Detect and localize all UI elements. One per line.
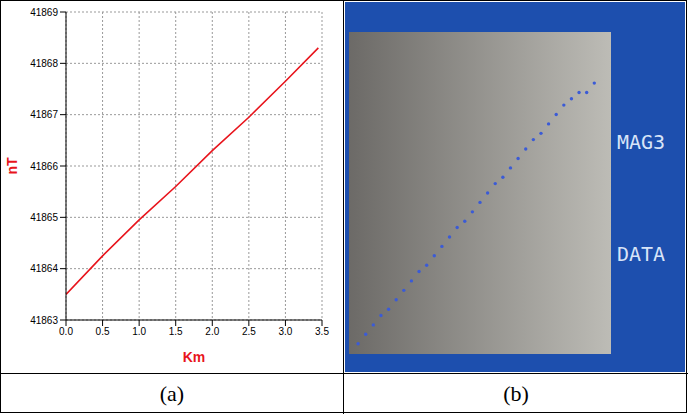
svg-text:3.5: 3.5 [315,326,329,337]
svg-text:41869: 41869 [30,7,58,18]
svg-text:2.5: 2.5 [242,326,256,337]
svg-text:0.5: 0.5 [96,326,110,337]
html-text:DATA: DATA [617,242,666,266]
html-text:(a): (a) [159,380,185,406]
svg-text:1.0: 1.0 [132,326,146,337]
svg-text:41865: 41865 [30,212,58,223]
svg-text:1.5: 1.5 [169,326,183,337]
svg-text:41864: 41864 [30,263,58,274]
svg-text:Km: Km [183,349,206,365]
svg-text:2.0: 2.0 [205,326,219,337]
svg-text:41868: 41868 [30,58,58,69]
svg-text:nT: nT [4,157,20,175]
svg-text:3.0: 3.0 [278,326,292,337]
svg-text:41867: 41867 [30,109,58,120]
html-text:(b): (b) [503,380,529,406]
svg-text:41866: 41866 [30,161,58,172]
svg-text:41863: 41863 [30,315,58,326]
html-text:MAG3: MAG3 [617,130,666,154]
svg-text:0.0: 0.0 [59,326,73,337]
